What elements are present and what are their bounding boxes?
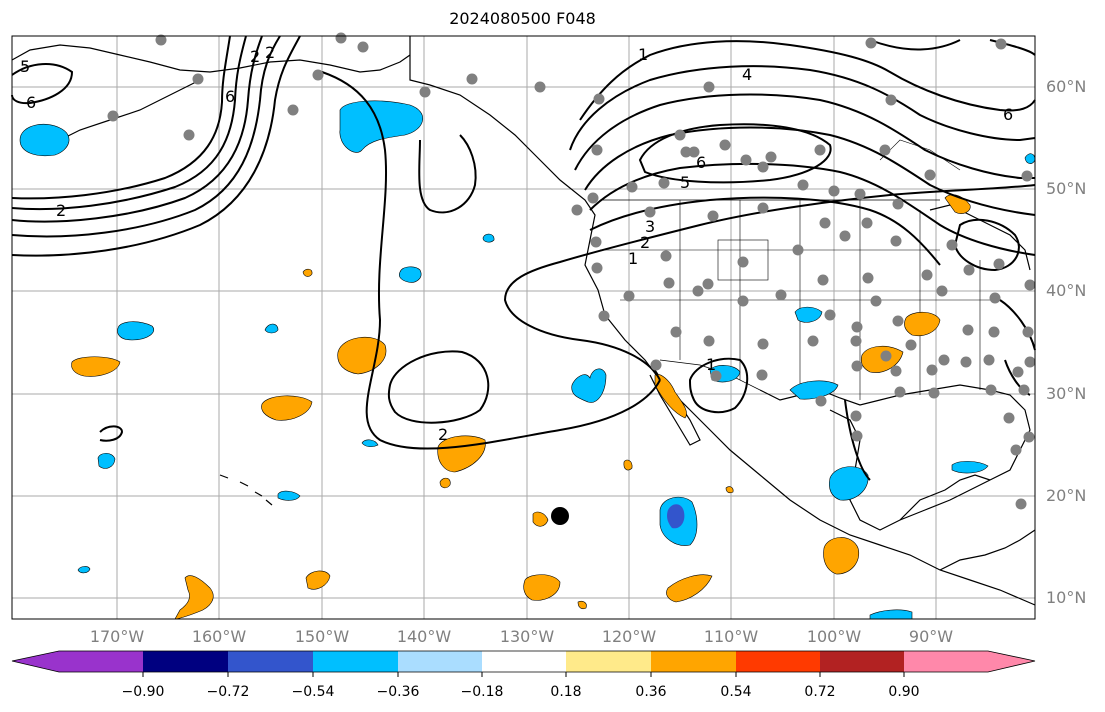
contour-label: 2	[265, 43, 275, 62]
colorbar-tick-label: −0.72	[206, 684, 250, 700]
lon-label: 170°W	[89, 627, 145, 646]
colorbar-tick-label: 0.90	[888, 684, 920, 700]
station-dots	[107, 32, 1036, 510]
hawaii	[219, 474, 273, 506]
lat-label: 50°N	[1046, 179, 1087, 198]
colorbar-tick-label: −0.54	[291, 684, 335, 700]
colorbar-segment	[228, 651, 313, 672]
colorbar-tick-label: −0.36	[376, 684, 420, 700]
contour-label: 1	[628, 249, 638, 268]
map-title: 2024080500 F048	[449, 9, 596, 28]
colorbar-tick-label: 0.36	[635, 684, 667, 700]
lon-label: 140°W	[396, 627, 452, 646]
colorbar-tick-label: 0.18	[550, 684, 582, 700]
contour-label: 1	[638, 45, 648, 64]
positive-anomaly-shading	[71, 194, 971, 620]
colorbar-segment	[12, 651, 143, 672]
colorbar-tick-label: −0.90	[121, 684, 165, 700]
negative-anomaly-shading	[19, 100, 1036, 620]
contour-label: 6	[225, 87, 235, 106]
colorbar-segment	[651, 651, 736, 672]
lat-label: 10°N	[1046, 588, 1087, 607]
gridlines	[12, 36, 1035, 619]
contour-label: 5	[680, 173, 690, 192]
lat-label: 40°N	[1046, 281, 1087, 300]
lat-label: 20°N	[1046, 486, 1087, 505]
contour-label: 2	[56, 201, 66, 220]
contour-label: 6	[26, 93, 36, 112]
lon-label: 160°W	[191, 627, 247, 646]
location-marker	[551, 507, 569, 525]
contour-label: 3	[645, 217, 655, 236]
colorbar-tick-label: 0.72	[804, 684, 836, 700]
contour-label: 2	[640, 233, 650, 252]
colorbar-segment	[143, 651, 228, 672]
colorbar-segment	[398, 651, 482, 672]
colorbar-segment	[904, 651, 1035, 672]
lon-label: 150°W	[294, 627, 350, 646]
contour-lines	[11, 35, 1036, 481]
lon-label: 100°W	[806, 627, 862, 646]
colorbar-tick-label: 0.54	[720, 684, 752, 700]
alaska-peninsula	[59, 79, 201, 141]
lon-label: 90°W	[908, 627, 954, 646]
contour-label: 6	[696, 153, 706, 172]
lat-label: 60°N	[1046, 77, 1087, 96]
strong-negative-shading	[667, 504, 685, 529]
contour-label: 2	[438, 425, 448, 444]
lat-label: 30°N	[1046, 384, 1087, 403]
yucatan	[899, 474, 991, 521]
lon-label: 130°W	[499, 627, 555, 646]
colorbar-segment	[736, 651, 820, 672]
lon-label: 120°W	[601, 627, 657, 646]
colorbar-segment	[482, 651, 566, 672]
colorbar-segment	[820, 651, 904, 672]
colorbar-segment	[313, 651, 398, 672]
contour-label: 1	[706, 355, 716, 374]
west-coast	[409, 36, 1036, 606]
lon-label: 110°W	[703, 627, 759, 646]
contour-label: 4	[742, 65, 752, 84]
colorbar-segment	[566, 651, 651, 672]
colorbar-tick-label: −0.18	[460, 684, 504, 700]
contour-label-group: 5 6 2 2 6 1 4 6 5 3 2 1 6 2 1 2	[20, 43, 1013, 444]
central-america	[939, 529, 1036, 571]
colorbar	[11, 650, 1036, 677]
coastlines	[11, 36, 1036, 606]
contour-label: 2	[250, 47, 260, 66]
contour-label: 6	[1003, 105, 1013, 124]
contour-label: 5	[20, 57, 30, 76]
